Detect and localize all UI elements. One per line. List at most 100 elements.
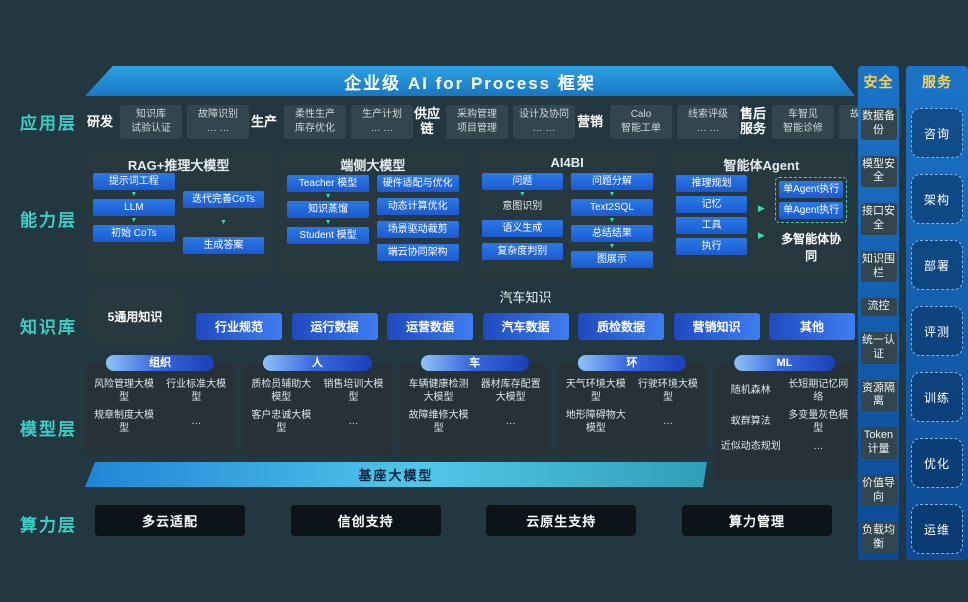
arrow-down-icon: ▼ [130,217,138,224]
rag-box: RAG+推理大模型 提示词工程 ▼ LLM ▼ 初始 CoTs 迭代完善CoTs… [85,150,273,277]
agent-note: 多智能体协同 [781,232,842,263]
service-item: 架构 [911,174,963,224]
compute-layer-row: 多云适配 信创支持 云原生支持 算力管理 [95,505,832,536]
edge-feature: 端云协同架构 [376,244,459,261]
compute-box: 云原生支持 [486,505,637,536]
knowledge-auto-panel: 汽车知识 行业规范 运行数据 运营数据 汽车数据 质检数据 营销知识 其他 [196,287,855,345]
security-item: 负载均衡 [860,522,897,554]
chip-line: 车智见 [788,109,818,120]
rag-right-column: 迭代完善CoTs ▼ 生成答案 [182,173,265,271]
app-chip: Calo 智能工单 [610,105,672,139]
agent-box: 智能体Agent 推理规划 记忆 工具 执行 ▶ ▶ [667,150,855,277]
knowledge-tag-row: 行业规范 运行数据 运营数据 汽车数据 质检数据 营销知识 其他 [196,313,855,340]
app-group-name: 生产 [250,113,277,129]
service-item: 优化 [911,438,963,488]
arrow-down-icon: ▼ [608,191,616,198]
ai4bi-step: 图展示 [571,251,653,268]
app-group-production: 生产 柔性生产 库存优化 生产计划 … … [249,105,413,139]
ai4bi-step: 意图识别 [502,201,543,212]
rag-left-column: 提示词工程 ▼ LLM ▼ 初始 CoTs [93,173,175,271]
arrow-down-icon: ▼ [608,217,616,224]
knowledge-tag: 其他 [769,313,855,340]
app-group-name: 研发 [86,113,113,129]
layer-label-application: 应用层 [20,114,77,133]
edge-left-column: Teacher 模型 ▼ 知识蒸馏 ▼ Student 模型 [287,173,369,271]
model-name: 质检员辅助大模型 [251,379,312,403]
arrow-down-icon: ▼ [518,191,526,198]
model-name: 随机森林 [730,385,771,397]
edge-right-column: 硬件适配与优化 动态计算优化 场景驱动裁剪 端云协同架构 [376,173,459,271]
rag-step: 生成答案 [182,236,265,254]
app-group-name: 供应链 [413,106,440,136]
model-name: 器材库存配置大模型 [480,379,541,403]
arrow-down-icon: ▼ [324,193,332,200]
agent-flow-arrows: ▶ ▶ [755,173,767,271]
app-group-supply-chain: 供应链 采购管理 项目管理 设计及协同 … … [413,105,575,139]
chip-line: 智能诊修 [783,123,823,134]
banner-title: 企业级 AI for Process 框架 [344,73,596,93]
arrow-down-icon: ▼ [130,191,138,198]
model-group-pill: 车 [420,355,529,371]
model-group-person: 人 质检员辅助大模型 销售培训大模型 客户忠诚大模型 … [242,355,393,455]
ai4bi-left-column: 问题 ▼ 意图识别 语义生成 复杂度判别 [481,173,564,271]
capability-layer-row: RAG+推理大模型 提示词工程 ▼ LLM ▼ 初始 CoTs 迭代完善CoTs… [85,150,855,277]
chip-line: 设计及协同 [519,109,569,120]
compute-box: 信创支持 [290,505,441,536]
model-group-environment: 环 天气环境大模型 行驶环境大模型 地形障碍物大模型 … [556,355,707,455]
rag-title: RAG+推理大模型 [127,158,230,173]
app-chip: 知识库 试验认证 [120,105,182,139]
security-rail: 安全 数据备份 模型安全 接口安全 知识围栏 流控 统一认证 资源隔离 Toke… [858,66,899,560]
model-group-pill: 环 [577,355,686,371]
chip-line: 库存优化 [295,123,335,134]
edge-feature: 场景驱动裁剪 [376,221,459,238]
model-name: 地形障碍物大模型 [565,410,626,434]
ai4bi-right-column: 问题分解 ▼ Text2SQL ▼ 总结结果 ▼ 图展示 [571,173,653,271]
chip-line: 试验认证 [131,123,171,134]
model-name: 蚁群算法 [730,416,771,428]
model-name: 规章制度大模型 [94,410,155,434]
arrow-right-icon: ▶ [757,203,765,213]
model-layer-row: 组织 风险管理大模型 行业标准大模型 规章制度大模型 … 人 质检员辅助大模型 … [85,355,855,480]
knowledge-tag: 营销知识 [673,313,760,340]
app-group-name: 售后服务 [739,106,766,136]
edge-feature: 动态计算优化 [376,198,459,215]
app-group-marketing: 营销 Calo 智能工单 线索评级 … … [575,105,739,139]
application-layer-row: 研发 知识库 试验认证 故障识别 … … 生产 柔性生产 库存优化 生产计划 …… [85,99,901,145]
knowledge-tag: 行业规范 [196,313,282,340]
security-header: 安全 [863,74,894,90]
security-item: 资源隔离 [860,379,897,412]
model-name: … [813,441,824,452]
chip-line: … … [696,123,720,134]
ai4bi-step: 复杂度判别 [481,243,564,260]
agent-right-column: 单Agent执行 单Agent执行 多智能体协同 [775,173,847,271]
model-group-organization: 组织 风险管理大模型 行业标准大模型 规章制度大模型 … [85,355,236,455]
chip-line: 项目管理 [457,123,497,134]
app-chip: 线索评级 … … [677,105,739,139]
app-chip: 柔性生产 库存优化 [284,105,346,139]
chip-line: 生产计划 [362,109,402,120]
service-item: 咨询 [911,108,963,158]
model-name: 销售培训大模型 [323,379,384,403]
chip-line: 智能工单 [621,123,661,134]
knowledge-tag: 汽车数据 [482,313,569,340]
model-name: 天气环境大模型 [565,379,626,403]
agent-part: 推理规划 [675,175,748,192]
agent-exec: 单Agent执行 [779,202,843,219]
rag-step: 提示词工程 [93,173,175,190]
layer-label-compute: 算力层 [20,516,77,535]
model-name: … [662,416,673,428]
model-name: 近似动态规划 [720,441,781,452]
model-name: 多变量灰色模型 [788,410,849,434]
ai4bi-step: 问题 [481,173,564,190]
edge-step: 知识蒸馏 [287,201,369,218]
model-group-pill: 组织 [106,355,215,371]
chip-line: 柔性生产 [295,109,335,120]
knowledge-tag: 质检数据 [578,313,664,340]
model-name: 故障维修大模型 [408,410,469,434]
chip-line: 故障识别 [198,109,238,120]
layer-label-knowledge: 知识库 [20,318,77,337]
agent-part: 工具 [675,217,748,234]
foundation-model-bar: 基座大模型 [85,462,707,487]
rag-step: 初始 CoTs [93,225,175,242]
ai4bi-title: AI4BI [550,155,584,170]
